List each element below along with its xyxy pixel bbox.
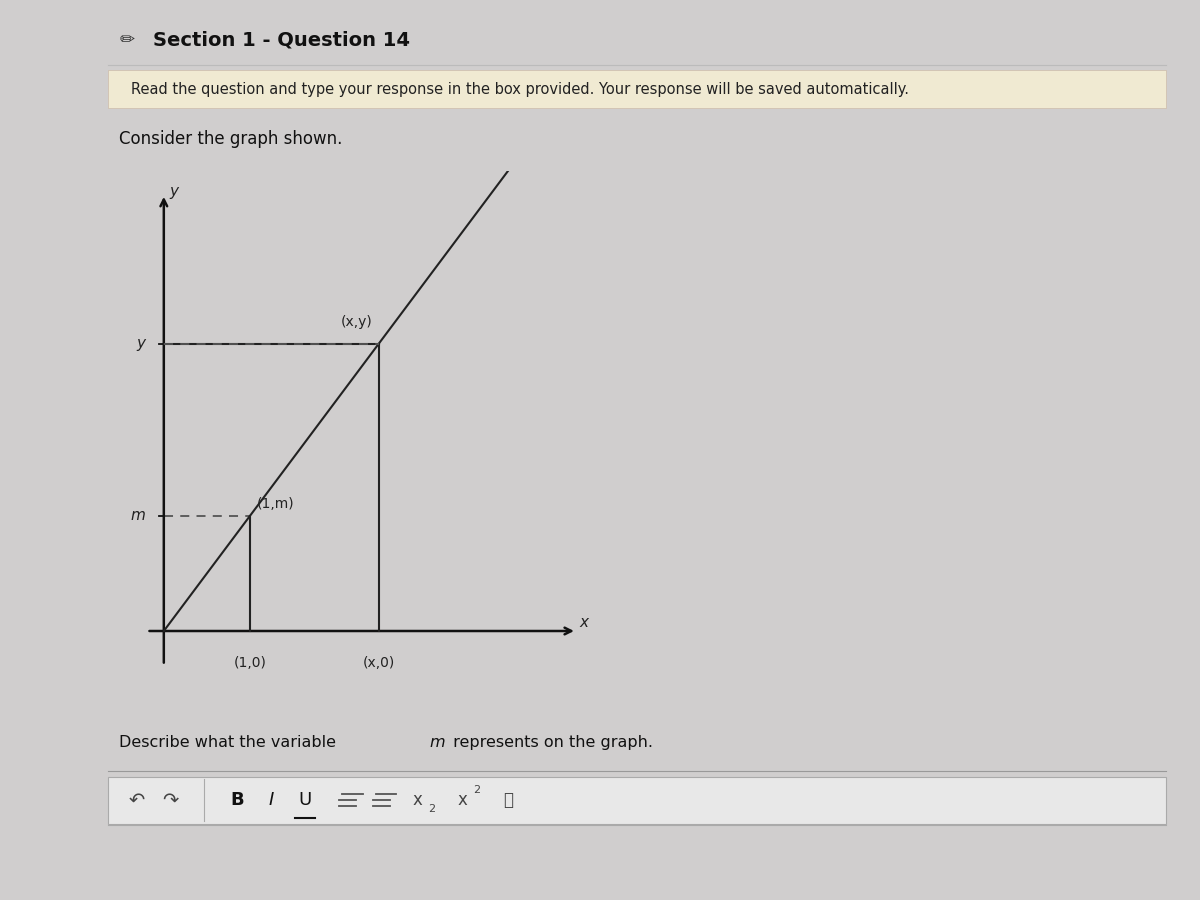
Text: x: x — [413, 791, 422, 809]
Text: (1,m): (1,m) — [257, 498, 294, 511]
Text: B: B — [230, 791, 245, 809]
Text: Consider the graph shown.: Consider the graph shown. — [120, 130, 343, 148]
Text: (x,y): (x,y) — [341, 314, 372, 328]
Text: y: y — [169, 184, 179, 199]
Text: y: y — [136, 336, 145, 351]
Text: x: x — [580, 616, 588, 630]
Text: represents on the graph.: represents on the graph. — [448, 735, 653, 750]
Text: I: I — [269, 791, 274, 809]
Text: 2: 2 — [473, 785, 480, 796]
Text: m: m — [130, 508, 145, 524]
FancyBboxPatch shape — [108, 70, 1166, 108]
FancyBboxPatch shape — [108, 777, 1166, 824]
Text: ⤢: ⤢ — [503, 791, 512, 809]
Text: 2: 2 — [427, 804, 434, 814]
Text: ↷: ↷ — [162, 790, 179, 810]
Text: m: m — [428, 735, 444, 750]
Text: (x,0): (x,0) — [362, 656, 395, 670]
Text: ✏: ✏ — [120, 32, 134, 50]
Text: (1,0): (1,0) — [234, 656, 266, 670]
Text: ↶: ↶ — [128, 790, 144, 810]
Text: Read the question and type your response in the box provided. Your response will: Read the question and type your response… — [131, 82, 908, 96]
Text: Section 1 - Question 14: Section 1 - Question 14 — [154, 31, 410, 50]
Text: x: x — [457, 791, 468, 809]
Text: U: U — [299, 791, 312, 809]
Text: Describe what the variable: Describe what the variable — [120, 735, 342, 750]
